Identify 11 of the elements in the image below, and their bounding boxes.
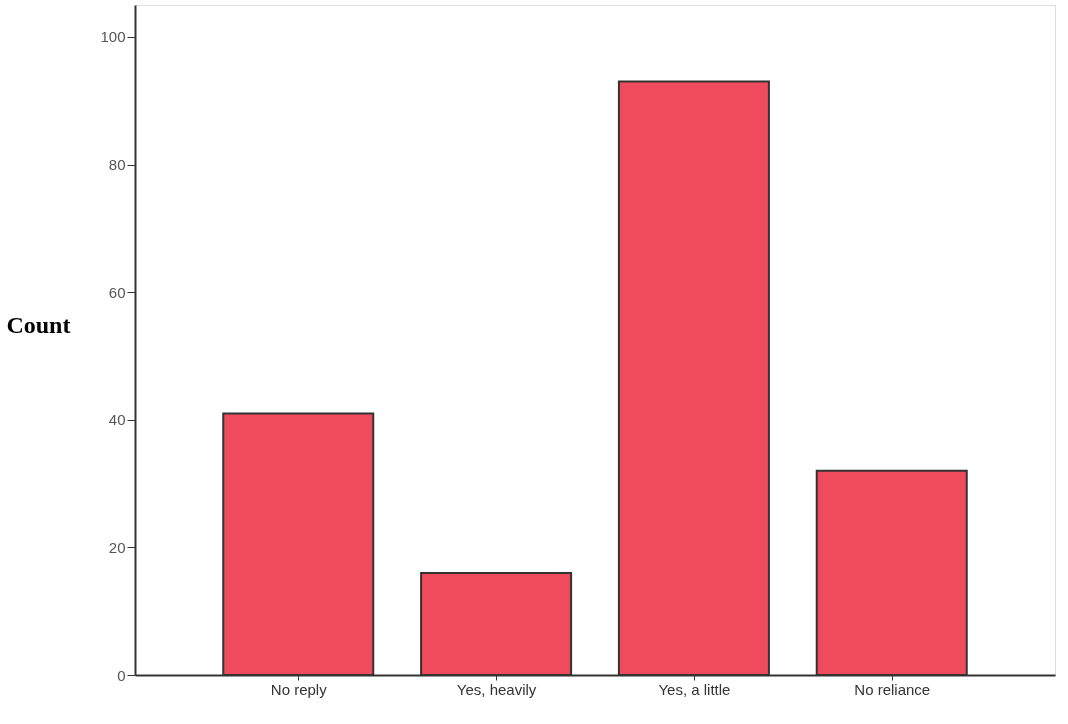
y-axis-title: Count (6, 311, 71, 338)
y-tick-label: 0 (117, 666, 126, 684)
x-tick-label: Yes, heavily (456, 680, 537, 698)
y-tick-label: 80 (108, 156, 126, 174)
y-tick-label: 40 (108, 411, 126, 429)
y-tick-label: 20 (108, 538, 126, 556)
y-tick-label: 60 (108, 283, 126, 301)
x-tick-label: Yes, a little (658, 680, 731, 698)
y-tick-label: 100 (100, 28, 126, 46)
x-tick-label: No reliance (854, 680, 931, 698)
x-tick-label: No reply (270, 680, 328, 698)
